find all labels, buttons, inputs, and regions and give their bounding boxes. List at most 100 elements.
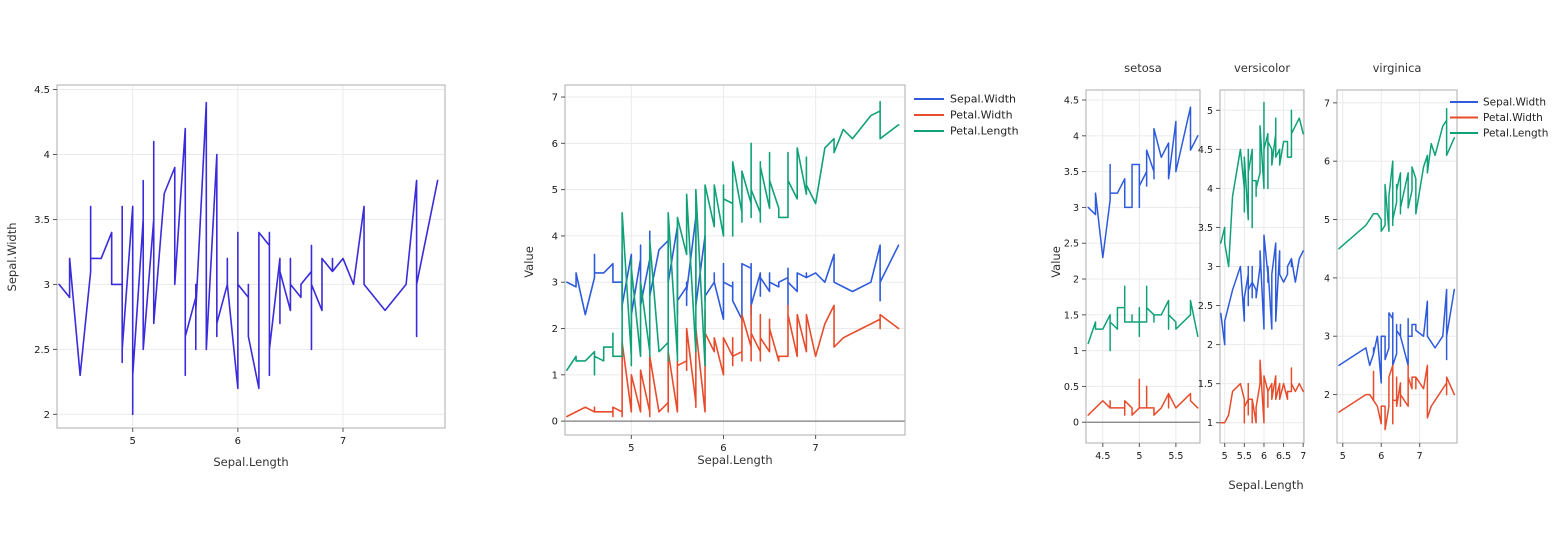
x-tick-label: 5: [1340, 451, 1346, 462]
x-tick-label: 5.5: [1237, 451, 1252, 462]
y-tick-label: 5: [1324, 215, 1330, 226]
x-tick-label: 7: [812, 443, 818, 454]
legend-label-Sepal.Width: Sepal.Width: [950, 93, 1016, 106]
y-tick-label: 0.5: [1064, 382, 1079, 393]
sepal-width-chart-svg: 5 6 7 2 2.5 3 3.5 4 4.5 Sepal.Length Sepal.Width: [5, 84, 446, 469]
y-tick-label: 2.5: [1064, 239, 1079, 250]
series-line-Petal.Width: [566, 304, 900, 418]
facet-title: versicolor: [1234, 61, 1290, 75]
x-tick-label: 5: [130, 436, 136, 447]
facet-setosa: 4.5 5 5.5 0 0.5 1 1.5 2 2.5 3 3.5 4 4.5 setosa: [1064, 61, 1201, 462]
facet-chart1: 5 6 7 2 2.5 3 3.5 4 4.5: [34, 84, 446, 447]
y-tick-label: 7: [552, 93, 558, 104]
legend: Sepal.Width Petal.Width Petal.Length: [914, 93, 1019, 138]
facet-virginica: 5 6 7 2 3 4 5 6 7 virginica: [1324, 61, 1458, 462]
legend-label-Sepal.Width: Sepal.Width: [1483, 97, 1546, 109]
y-axis-label: Value: [1049, 246, 1063, 278]
facet-chart2: 5 6 7 0 1 2 3 4 5 6 7: [552, 84, 906, 454]
y-tick-label: 3.5: [1064, 167, 1079, 178]
legend-label-Petal.Width: Petal.Width: [950, 109, 1013, 122]
plot-frame: [56, 84, 446, 429]
series-line-Petal.Length: [1220, 101, 1304, 268]
x-tick-label: 7: [1417, 451, 1423, 462]
y-tick-label: 4: [552, 231, 558, 242]
x-axis-label: Sepal.Length: [697, 453, 772, 467]
species-facet-chart-svg: 4.5 5 5.5 0 0.5 1 1.5 2 2.5 3 3.5 4 4.5 setosa 5 5.5 6 6.…: [1049, 61, 1548, 492]
y-tick-label: 1: [1207, 418, 1213, 429]
y-tick-label: 3: [552, 278, 558, 289]
y-tick-label: 4.5: [1198, 145, 1213, 156]
x-axis-label: Sepal.Length: [1228, 478, 1303, 492]
y-axis-label: Value: [522, 246, 536, 278]
y-tick-label: 7: [1324, 98, 1330, 109]
legend-label-Petal.Length: Petal.Length: [1483, 128, 1548, 140]
series-line-Sepal.Width: [1220, 234, 1304, 346]
x-tick-label: 6: [235, 436, 241, 447]
y-tick-label: 4.5: [34, 85, 50, 96]
y-tick-label: 1: [1073, 346, 1079, 357]
facet-title: setosa: [1124, 61, 1162, 75]
series-line-Sepal.Width: [1087, 106, 1199, 259]
value-multiseries-chart-svg: 5 6 7 0 1 2 3 4 5 6 7 Sepal.Length Value Sepal.Width P…: [522, 84, 1019, 467]
y-tick-label: 3.5: [34, 215, 50, 226]
x-tick-label: 5: [1222, 451, 1228, 462]
x-tick-label: 6.5: [1276, 451, 1291, 462]
value-multiseries-chart-panel: 5 6 7 0 1 2 3 4 5 6 7 Sepal.Length Value Sepal.Width P…: [510, 0, 1040, 535]
y-tick-label: 2: [1073, 275, 1079, 286]
series-line-Petal.Width: [1087, 378, 1199, 416]
y-tick-label: 4: [1324, 273, 1330, 284]
x-tick-label: 4.5: [1095, 451, 1110, 462]
legend-label-Petal.Width: Petal.Width: [1483, 112, 1543, 124]
sepal-width-chart-panel: 5 6 7 2 2.5 3 3.5 4 4.5 Sepal.Length Sepal.Width: [0, 0, 490, 535]
series-line-Petal.Length: [1087, 285, 1199, 352]
y-tick-label: 2.5: [34, 345, 50, 356]
facet-title: virginica: [1373, 61, 1422, 75]
x-tick-label: 7: [1300, 451, 1306, 462]
y-tick-label: 2: [1207, 340, 1213, 351]
y-tick-label: 5: [552, 185, 558, 196]
x-tick-label: 5.5: [1168, 451, 1183, 462]
y-tick-label: 3: [44, 280, 50, 291]
y-tick-label: 4: [1073, 131, 1079, 142]
y-tick-label: 6: [1324, 157, 1330, 168]
x-tick-label: 5: [628, 443, 634, 454]
x-tick-label: 6: [1378, 451, 1384, 462]
plot-frame: [564, 84, 906, 436]
y-tick-label: 1.5: [1198, 379, 1213, 390]
y-tick-label: 4: [1207, 184, 1213, 195]
y-tick-label: 1.5: [1064, 310, 1079, 321]
y-tick-label: 6: [552, 139, 558, 150]
plot-frame: [1085, 89, 1201, 444]
y-axis-label: Sepal.Width: [5, 223, 19, 292]
legend-label-Petal.Length: Petal.Length: [950, 125, 1019, 138]
x-tick-label: 6: [1261, 451, 1267, 462]
y-tick-label: 2.5: [1198, 301, 1213, 312]
series-line-Sepal.Width: [1338, 288, 1456, 384]
y-tick-label: 5: [1207, 106, 1213, 117]
y-tick-label: 4.5: [1064, 96, 1079, 107]
plot-frame: [1336, 89, 1458, 444]
x-tick-label: 7: [340, 436, 346, 447]
y-tick-label: 3.5: [1198, 223, 1213, 234]
series-line-Petal.Width: [1338, 364, 1456, 431]
series-line-Sepal.Width: [58, 101, 439, 416]
y-tick-label: 1: [552, 370, 558, 381]
y-tick-label: 3: [1207, 262, 1213, 273]
y-tick-label: 4: [44, 150, 50, 161]
series-line-Petal.Width: [1220, 359, 1304, 424]
x-tick-label: 6: [720, 443, 726, 454]
y-tick-label: 2: [1324, 390, 1330, 401]
y-tick-label: 0: [1073, 418, 1079, 429]
species-facet-chart-panel: 4.5 5 5.5 0 0.5 1 1.5 2 2.5 3 3.5 4 4.5 setosa 5 5.5 6 6.…: [1040, 0, 1561, 535]
y-tick-label: 3: [1324, 332, 1330, 343]
facet-versicolor: 5 5.5 6 6.5 7 1 1.5 2 2.5 3 3.5 4 4.5 5 versicolor: [1198, 61, 1306, 462]
x-tick-label: 5: [1136, 451, 1142, 462]
y-tick-label: 2: [44, 410, 50, 421]
series-line-Petal.Length: [1338, 107, 1456, 250]
y-tick-label: 3: [1073, 203, 1079, 214]
x-axis-label: Sepal.Length: [213, 455, 288, 469]
y-tick-label: 0: [552, 417, 558, 428]
series-line-Petal.Length: [566, 100, 900, 376]
legend: Sepal.Width Petal.Width Petal.Length: [1450, 97, 1548, 140]
